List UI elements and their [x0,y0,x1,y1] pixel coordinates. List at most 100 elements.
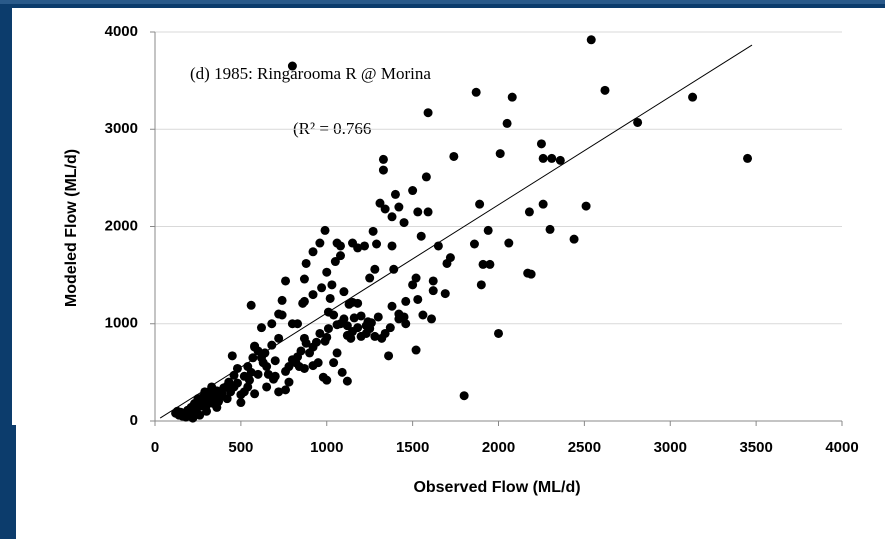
data-point [284,377,294,387]
data-point [323,307,333,317]
data-point [524,207,534,217]
y-tick-label: 2000 [105,217,138,234]
data-point [478,259,488,269]
x-tick-label: 2000 [482,439,515,456]
data-point [202,406,212,416]
data-point [342,321,352,331]
data-point [440,289,450,299]
data-point [256,323,266,333]
data-point [378,154,388,164]
data-point [421,172,431,182]
data-point [262,382,272,392]
data-point [387,241,397,251]
data-point [504,238,514,248]
data-point [475,199,485,209]
x-tick-label: 1500 [396,439,429,456]
data-point [416,231,426,241]
data-point [299,274,309,284]
data-point [413,207,423,217]
data-point [743,153,753,163]
data-point [281,366,291,376]
data-point [325,293,335,303]
data-point [380,328,390,338]
data-point [243,362,253,372]
data-point [274,309,284,319]
data-point [207,382,217,392]
data-point [317,283,327,293]
data-point [394,309,404,319]
y-tick-label: 4000 [105,23,138,40]
data-point [378,165,388,175]
data-point [363,317,373,327]
data-point [236,398,246,408]
data-point [274,333,284,343]
data-point [538,199,548,209]
data-point [401,296,411,306]
data-point [315,238,325,248]
data-point [356,311,366,321]
data-point [323,324,333,334]
data-point [418,310,428,320]
y-tick-label: 1000 [105,315,138,332]
data-point [222,394,232,404]
data-point [547,153,557,163]
data-point [236,390,246,400]
data-point [353,243,363,253]
data-point [274,387,284,397]
data-point [483,225,493,235]
data-point [339,287,349,297]
data-point [390,189,400,199]
data-point [688,92,698,102]
data-point [384,351,394,361]
data-point [315,328,325,338]
data-point [195,410,205,420]
data-point [320,225,330,235]
data-point [260,348,270,358]
chart-area [12,8,885,539]
data-point [408,186,418,196]
data-point [507,92,517,102]
data-point [337,367,347,377]
data-point [399,218,409,228]
data-point [246,300,256,310]
data-point [476,280,486,290]
data-point [308,290,318,300]
data-point [413,294,423,304]
data-point [299,333,309,343]
data-point [349,313,359,323]
data-point [229,370,239,380]
data-point [459,391,469,401]
x-tick-label: 500 [228,439,253,456]
data-point [356,331,366,341]
data-point [250,342,260,352]
data-point [375,198,385,208]
data-point [370,264,380,274]
data-point [494,328,503,338]
data-point [569,234,579,244]
y-tick-label: 3000 [105,120,138,137]
data-point [385,323,395,333]
data-point [332,348,342,358]
data-point [370,331,380,341]
data-point [360,241,370,251]
data-point [387,212,397,222]
data-point [445,253,455,263]
data-point [346,333,356,343]
data-point [538,153,548,163]
data-point [600,85,610,95]
data-point [332,320,342,330]
x-tick-label: 2500 [568,439,601,456]
data-point [394,202,404,212]
data-point [301,258,311,268]
data-point [536,139,546,149]
data-point [428,276,438,286]
data-point [287,355,297,365]
data-point [320,336,330,346]
data-point [523,268,533,278]
data-point [353,298,363,308]
data-point [502,118,512,128]
data-point [449,151,459,161]
data-point [633,117,643,127]
data-point [411,345,421,355]
data-point [427,314,437,324]
